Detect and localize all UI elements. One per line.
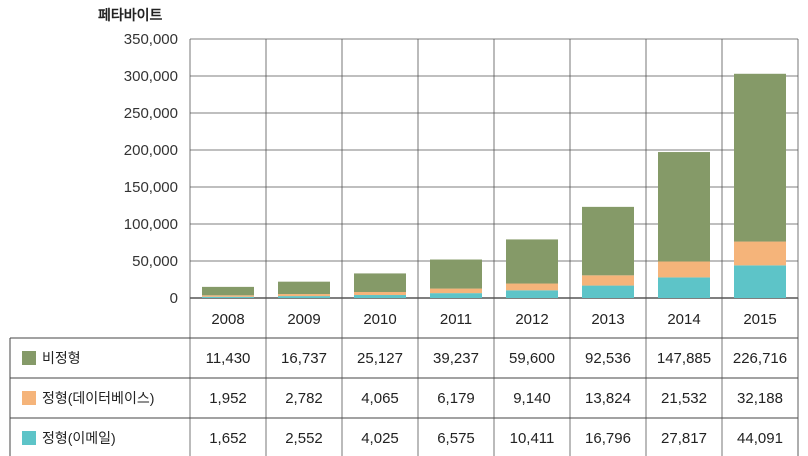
category-label: 2015 — [743, 311, 776, 328]
bar-segment — [658, 261, 710, 278]
data-label: 32,188 — [737, 390, 783, 407]
data-label: 11,430 — [206, 350, 251, 367]
data-label: 21,532 — [661, 390, 707, 407]
data-label: 92,536 — [585, 350, 631, 367]
bar-segment — [202, 286, 254, 296]
data-label: 6,575 — [437, 430, 475, 447]
data-label: 13,824 — [585, 390, 631, 407]
bar-segment — [430, 288, 482, 294]
data-label: 25,127 — [357, 350, 403, 367]
legend-label: 비정형 — [42, 350, 81, 366]
y-tick-label: 300,000 — [124, 68, 178, 85]
bar-segment — [430, 293, 482, 298]
legend-label: 정형(데이터베이스) — [42, 390, 154, 406]
data-label: 1,952 — [209, 390, 247, 407]
data-label: 16,796 — [585, 430, 631, 447]
bar-segment — [582, 206, 634, 276]
bar-segment — [354, 295, 406, 298]
y-tick-label: 250,000 — [124, 105, 178, 122]
bar-segment — [278, 294, 330, 297]
data-label: 147,885 — [657, 350, 711, 367]
data-table: 2008 2009 2010 2011 2012 2013 2014 2015 비정형 11,43… — [9, 298, 799, 456]
bar-segment — [278, 296, 330, 298]
bar-segment — [658, 277, 710, 298]
bar-segment — [354, 292, 406, 296]
legend-swatch — [22, 431, 36, 445]
data-label: 59,600 — [509, 350, 555, 367]
legend-swatch — [22, 391, 36, 405]
bar-segment — [278, 281, 330, 295]
data-label: 9,140 — [513, 390, 551, 407]
bar-segment — [354, 273, 406, 293]
data-label: 2,782 — [285, 390, 323, 407]
bars — [202, 73, 786, 298]
category-label: 2009 — [287, 311, 320, 328]
legend-label: 정형(이메일) — [42, 430, 116, 446]
bar-segment — [582, 285, 634, 298]
bar-segment — [506, 283, 558, 291]
bar-segment — [734, 265, 786, 298]
data-label: 6,179 — [437, 390, 475, 407]
legend-swatch — [22, 351, 36, 365]
grid — [189, 38, 799, 456]
data-label: 27,817 — [661, 430, 707, 447]
bar-segment — [658, 152, 710, 262]
category-label: 2010 — [363, 311, 396, 328]
y-tick-label: 50,000 — [132, 253, 178, 270]
y-tick-label: 200,000 — [124, 142, 178, 159]
y-tick-label: 350,000 — [124, 31, 178, 48]
category-label: 2008 — [211, 311, 244, 328]
bar-segment — [506, 290, 558, 298]
y-tick-label: 150,000 — [124, 179, 178, 196]
y-axis-unit-label: 페타바이트 — [98, 7, 163, 23]
data-label: 39,237 — [433, 350, 479, 367]
category-label: 2014 — [667, 311, 700, 328]
data-label: 4,065 — [361, 390, 399, 407]
category-label: 2012 — [515, 311, 548, 328]
bar-segment — [734, 73, 786, 242]
data-label: 2,552 — [285, 430, 323, 447]
category-label: 2013 — [591, 311, 624, 328]
bar-segment — [202, 296, 254, 298]
bar-segment — [430, 259, 482, 289]
data-label: 16,737 — [281, 350, 327, 367]
data-label: 4,025 — [361, 430, 399, 447]
bar-segment — [734, 241, 786, 266]
bar-segment — [582, 275, 634, 286]
data-label: 10,411 — [510, 430, 555, 447]
y-tick-label: 0 — [170, 290, 178, 307]
bar-segment — [202, 295, 254, 297]
data-label: 1,652 — [209, 430, 247, 447]
y-tick-label: 100,000 — [124, 216, 178, 233]
bar-segment — [506, 239, 558, 284]
y-tick-labels: 350,000 300,000 250,000 200,000 150,000 100,0… — [124, 31, 178, 307]
data-label: 226,716 — [733, 350, 787, 367]
category-label: 2011 — [440, 311, 472, 328]
data-label: 44,091 — [737, 430, 783, 447]
